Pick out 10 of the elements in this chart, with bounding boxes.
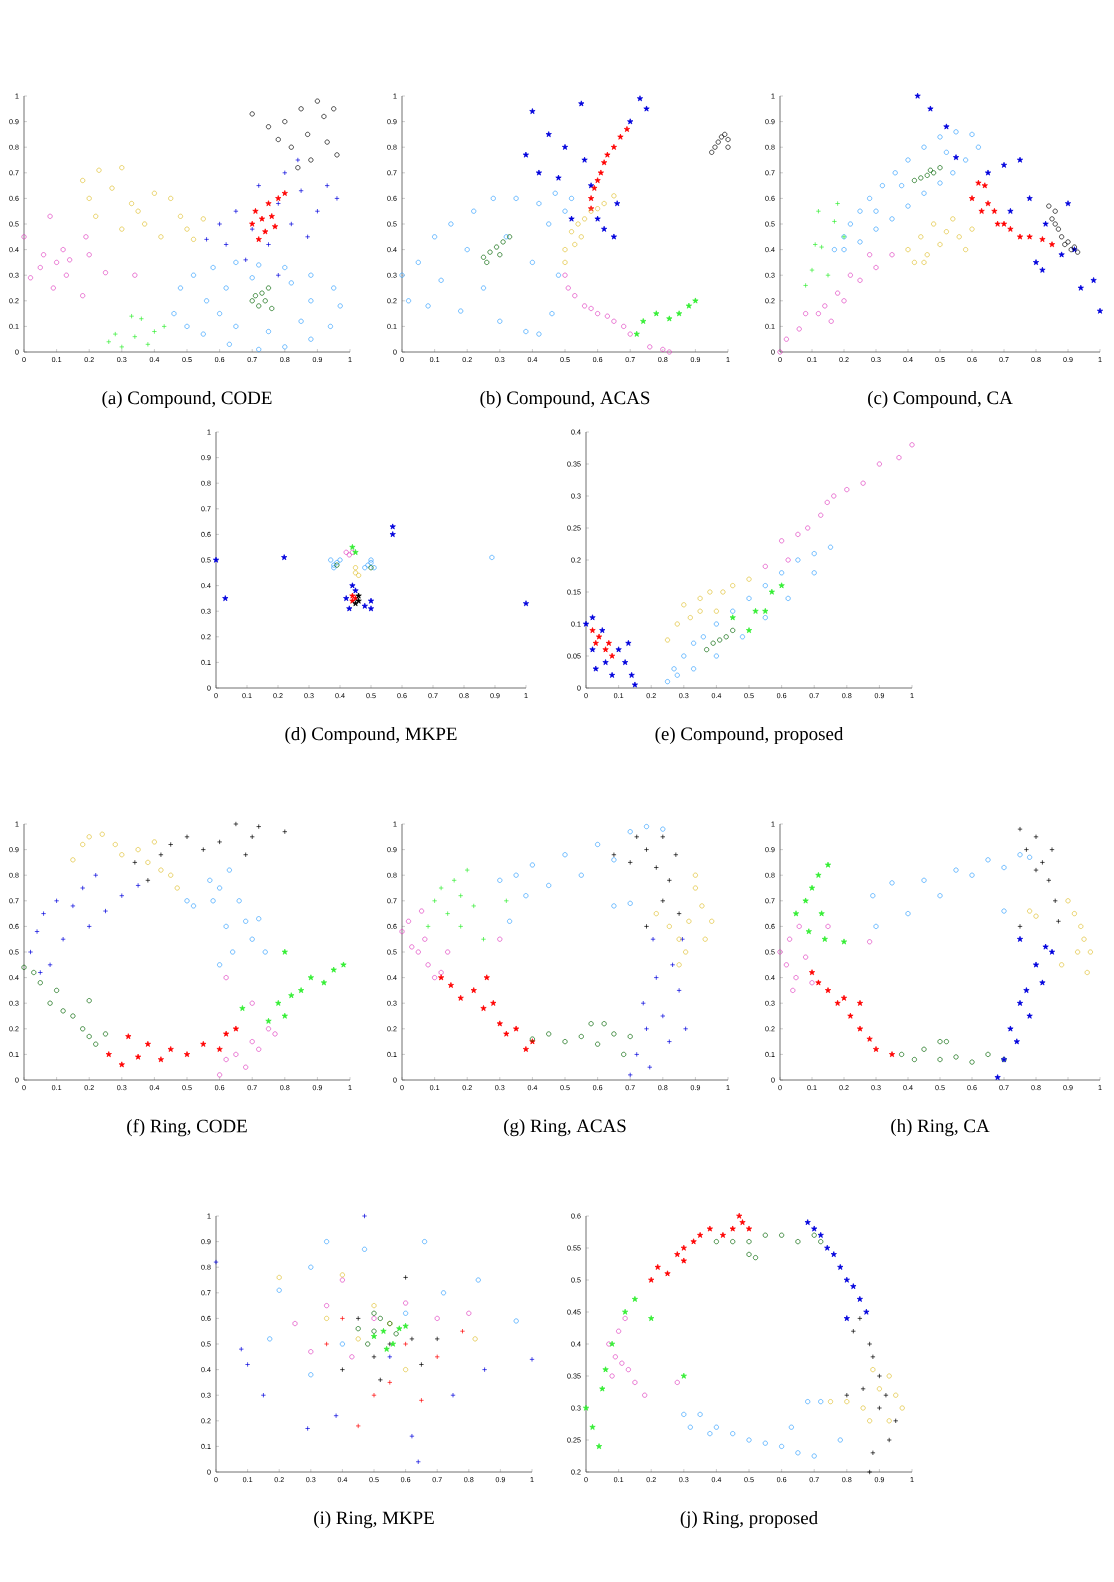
- text: (j) Ring, proposed: [680, 1510, 818, 1529]
- text: (a) Compound, CODE: [102, 390, 272, 409]
- text: (e) Compound, proposed: [655, 726, 844, 745]
- text: (c) Compound, CA: [868, 390, 1013, 409]
- text: (g) Ring, ACAS: [504, 1118, 626, 1137]
- text: (h) Ring, CA: [891, 1118, 990, 1137]
- text: (d) Compound, MKPE: [285, 726, 457, 745]
- text: (f) Ring, CODE: [127, 1118, 247, 1137]
- text: (b) Compound, ACAS: [480, 390, 650, 409]
- text: (i) Ring, MKPE: [314, 1510, 434, 1529]
